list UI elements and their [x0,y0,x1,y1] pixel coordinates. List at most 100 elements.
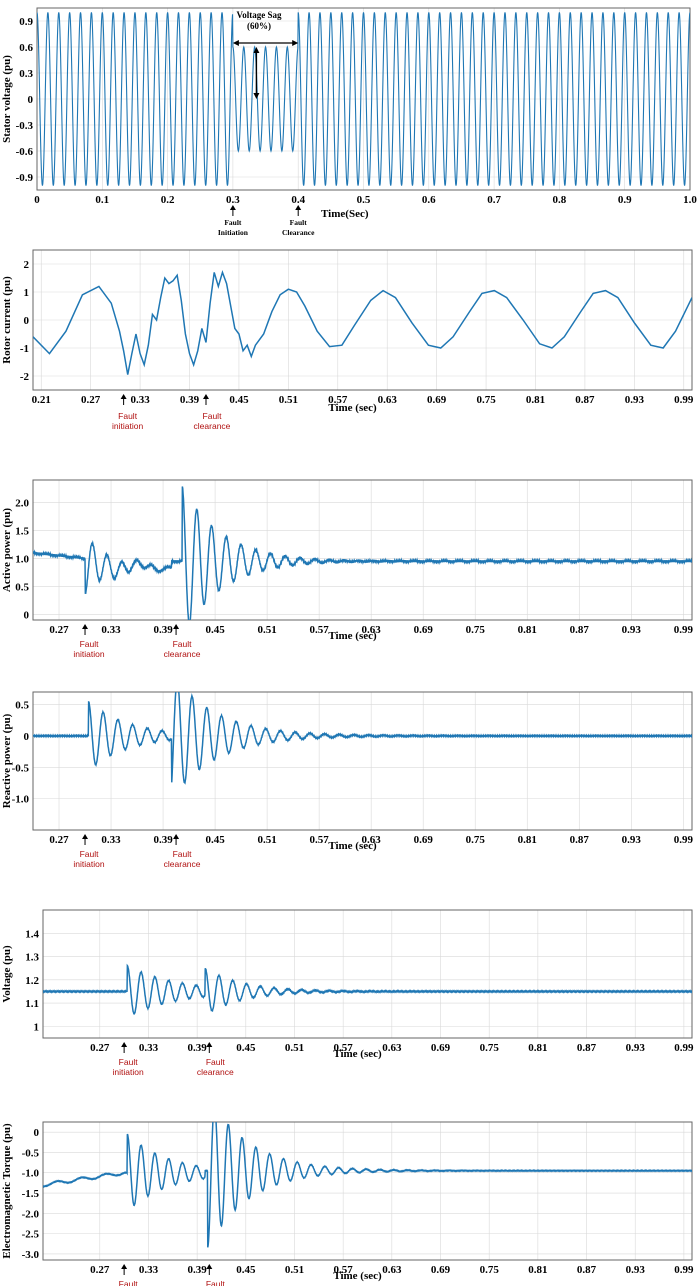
x-tick-label: 0.27 [49,624,69,636]
x-tick-label: 0.63 [382,1264,402,1276]
arrow-up-icon [173,834,180,839]
y-tick-label: 1.4 [25,928,39,940]
x-tick-label: 0.69 [427,394,447,406]
x-tick-label: 0.51 [285,1264,304,1276]
y-tick-label: -1.0 [12,794,30,806]
gridlines [43,910,692,1038]
x-tick-label: 0.99 [674,394,694,406]
fault-label: initiation [73,859,104,869]
x-tick-label: 0.93 [626,1264,646,1276]
x-axis-title: Time (sec) [333,1270,382,1282]
fault-label: Fault [173,639,193,649]
y-axis-title: Stator voltage (pu) [1,55,13,143]
y-tick-label: -1.5 [22,1188,40,1200]
y-tick-label: 1 [24,287,30,299]
x-tick-label: 0.45 [229,394,249,406]
x-axis-title: Time(Sec) [321,208,369,220]
y-tick-label: -0.6 [16,146,34,158]
arrow-up-icon [121,1264,128,1269]
y-axis-title: Reactive power (pu) [1,713,13,808]
plot-frame [32,249,693,391]
fault-label: initiation [112,421,143,431]
x-tick-label: 0.8 [553,194,567,206]
plot-frame [42,1121,693,1261]
x-tick-label: 0.39 [153,834,173,846]
y-tick-label: 0.9 [19,16,33,28]
arrow-up-icon [121,1042,128,1047]
y-tick-label: -0.5 [12,762,30,774]
y-tick-label: 0 [24,315,30,327]
x-tick-label: 0.57 [334,1042,354,1054]
fault-label: Fault [206,1057,226,1067]
y-tick-label: -0.5 [22,1147,40,1159]
y-tick-label: -1.0 [22,1168,40,1180]
x-tick-label: 0.57 [310,624,330,636]
x-axis-title: Time (sec) [328,840,377,852]
x-axis-title: Time (sec) [328,630,377,642]
chart-active: 0.27 0.33 0.39 0.45 0.51 0.57 0.63 0.69 0.75 0.81… [1,479,693,659]
x-tick-label: 0.93 [626,1042,646,1054]
x-tick-label: 0.99 [674,1042,694,1054]
x-tick-label: 0.81 [518,834,537,846]
x-tick-label: 0.33 [101,624,121,636]
plot-frame [32,479,693,621]
fault-label: clearance [164,859,201,869]
x-tick-label: 0.87 [570,624,590,636]
plot-frame [32,691,693,831]
x-tick-label: 0.39 [188,1042,208,1054]
x-tick-label: 0.45 [205,624,225,636]
x-tick-label: 0.69 [431,1264,451,1276]
chart-torque: 0.27 0.33 0.39 0.45 0.51 0.57 0.63 0.69 0.75 0.81… [1,1121,694,1286]
x-tick-label: 0.45 [205,834,225,846]
y-tick-label: 1.2 [25,975,39,987]
x-tick-label: 0.93 [622,834,642,846]
x-tick-label: 0.27 [81,394,101,406]
fault-label: Fault [119,1279,139,1286]
series-line-active [33,486,692,620]
x-tick-label: 0.33 [130,394,150,406]
plot-frame [42,909,693,1039]
arrow-up-icon [82,624,89,629]
annotation-voltage-sag: Voltage Sag [237,10,282,20]
y-tick-label: -1 [20,343,29,355]
y-tick-label: -0.3 [16,120,34,132]
x-tick-label: 0.57 [310,834,330,846]
series-line-voltage [43,963,692,1015]
gridlines [33,250,692,390]
x-tick-label: 0.93 [622,624,642,636]
y-tick-label: 1 [34,1021,40,1033]
x-tick-label: 0 [34,194,40,206]
arrow-up-icon [202,394,209,399]
y-tick-label: -2.5 [22,1229,40,1241]
x-tick-label: 0.75 [476,394,496,406]
y-tick-label: 1.1 [25,998,39,1010]
plot-frame [36,7,691,191]
x-tick-label: 0.81 [518,624,537,636]
fault-label: Fault [119,1057,139,1067]
arrow-up-icon [206,1264,213,1269]
y-tick-label: 0.5 [15,581,29,593]
fault-label: Fault [206,1279,226,1286]
x-tick-label: 0.45 [236,1264,256,1276]
x-tick-label: 0.87 [570,834,590,846]
y-tick-label: 1.5 [15,525,29,537]
y-tick-label: 0.5 [15,700,29,712]
y-tick-label: 0 [28,94,34,106]
arrow-up-icon [206,1042,213,1047]
x-tick-label: 0.51 [285,1042,304,1054]
series-line-stator [37,12,690,186]
x-tick-label: 0.63 [362,834,382,846]
series-line-reactive [33,692,692,785]
x-tick-label: 0.6 [422,194,436,206]
x-tick-label: 0.9 [618,194,632,206]
y-tick-label: 0.3 [19,68,33,80]
series-line-torque [43,1122,692,1248]
fault-label: clearance [194,421,231,431]
fault-label: Fault [80,849,100,859]
fault-label: clearance [164,649,201,659]
fault-label: Fault [80,639,100,649]
x-tick-label: 0.7 [487,194,501,206]
fault-label: Initiation [218,228,249,237]
chart-reactive: 0.27 0.33 0.39 0.45 0.51 0.57 0.63 0.69 0.75 0.81… [1,691,693,869]
